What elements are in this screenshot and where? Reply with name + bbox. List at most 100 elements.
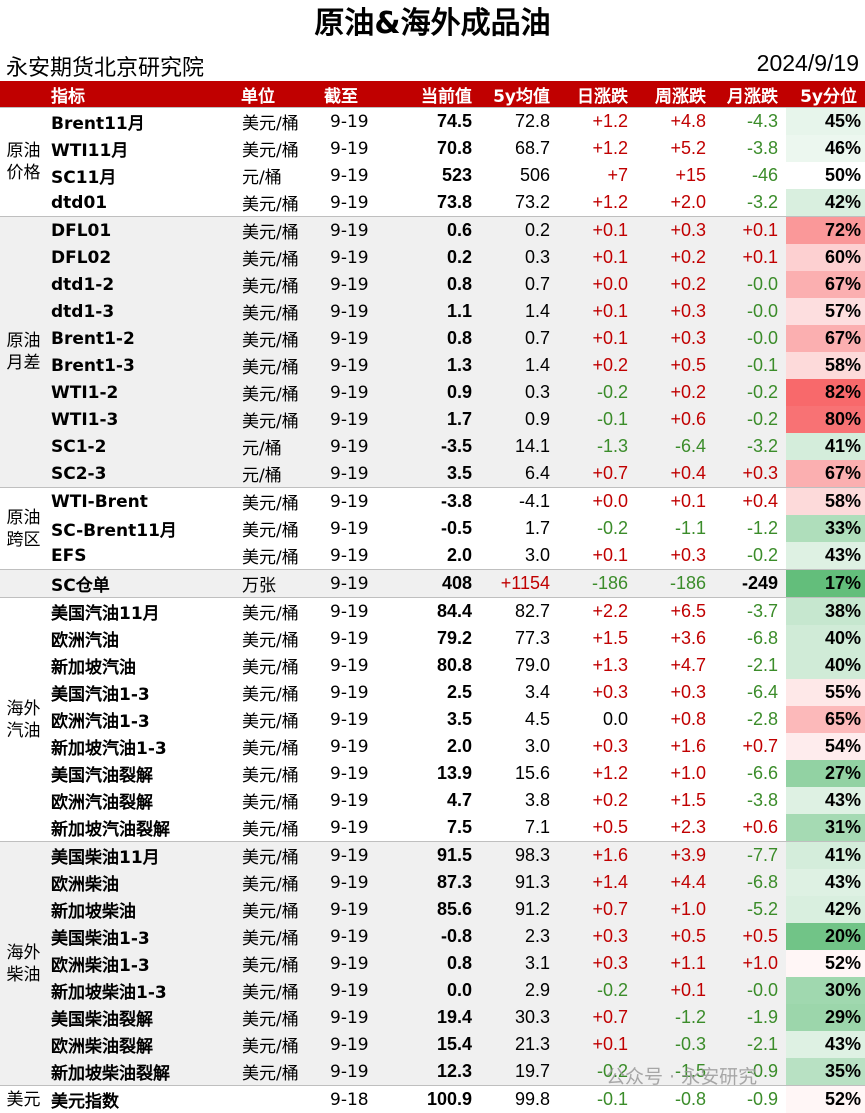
five-year-percentile: 67% bbox=[786, 325, 865, 352]
five-year-percentile: 58% bbox=[786, 487, 865, 515]
five-year-avg: 0.3 bbox=[480, 244, 558, 271]
weekly-change: +1.0 bbox=[670, 763, 706, 783]
current-value: 1.1 bbox=[388, 298, 480, 325]
indicator-name: dtd1-2 bbox=[47, 271, 237, 298]
daily-change: +0.3 bbox=[592, 736, 628, 756]
five-year-avg: 19.7 bbox=[480, 1058, 558, 1086]
daily-change: -1.3 bbox=[558, 433, 636, 460]
date-cell: 9-19 bbox=[330, 709, 369, 730]
date-cell: 9-19 bbox=[320, 271, 388, 298]
group-label: 美元 bbox=[0, 1085, 47, 1113]
weekly-change: -1.5 bbox=[636, 1058, 714, 1086]
group-label: 原油 跨区 bbox=[0, 487, 47, 570]
date-cell: 9-19 bbox=[320, 1031, 388, 1058]
table-row: DFL02 美元/桶 9-19 0.2 0.3 +0.1 +0.2 +0.1 60% bbox=[0, 244, 865, 271]
daily-change: +0.7 bbox=[558, 1004, 636, 1031]
five-year-avg: 0.2 bbox=[480, 216, 558, 244]
monthly-change: -0.9 bbox=[714, 1058, 786, 1086]
current-value: -0.8 bbox=[388, 923, 480, 950]
monthly-change: -1.9 bbox=[714, 1004, 786, 1031]
daily-change: +0.2 bbox=[558, 352, 636, 379]
five-year-avg: 6.4 bbox=[480, 460, 558, 488]
indicator-name: 新加坡柴油 bbox=[47, 896, 237, 923]
monthly-change: -0.2 bbox=[714, 379, 786, 406]
table-row: 新加坡汽油 美元/桶 9-19 80.8 79.0 +1.3 +4.7 -2.1 40% bbox=[0, 652, 865, 679]
five-year-avg: 1.7 bbox=[524, 518, 550, 538]
table-row: 原油 跨区 WTI-Brent 美元/桶 9-19 -3.8 -4.1 +0.0 +0.1 +0.… bbox=[0, 487, 865, 570]
current-value: 523 bbox=[441, 165, 472, 185]
indicator-name: 欧洲柴油裂解 bbox=[47, 1031, 237, 1058]
header-unit: 单位 bbox=[237, 81, 320, 108]
five-year-percentile: 40% bbox=[786, 652, 865, 679]
five-year-avg: 0.3 bbox=[480, 379, 558, 406]
five-year-percentile: 67% bbox=[786, 271, 865, 298]
five-year-percentile: 35% bbox=[786, 1058, 865, 1086]
unit-cell: 美元/桶 bbox=[242, 766, 299, 786]
unit-cell: 美元/桶 bbox=[237, 1058, 320, 1086]
table-row: 欧洲柴油 美元/桶 9-19 87.3 91.3 +1.4 +4.4 -6.8 43% bbox=[0, 869, 865, 896]
five-year-percentile: 57% bbox=[786, 298, 865, 325]
current-value: 79.2 bbox=[436, 628, 472, 648]
weekly-change: +4.7 bbox=[670, 655, 706, 675]
five-year-avg: 1.4 bbox=[480, 352, 558, 379]
current-value: 74.5 bbox=[388, 107, 480, 135]
date-cell: 9-19 bbox=[330, 682, 369, 703]
weekly-change: +0.1 bbox=[636, 487, 714, 515]
daily-change: +1.5 bbox=[592, 628, 628, 648]
date-cell: 9-19 bbox=[320, 107, 388, 135]
date-cell: 9-19 bbox=[320, 216, 388, 244]
five-year-percentile: 54% bbox=[786, 733, 865, 760]
indicator-name: 新加坡柴油1-3 bbox=[47, 977, 237, 1004]
header-monthly: 月涨跌 bbox=[714, 81, 786, 108]
current-value: 4.7 bbox=[446, 790, 472, 810]
weekly-change: -1.2 bbox=[636, 1004, 714, 1031]
current-value: 2.5 bbox=[446, 682, 472, 702]
table-row: 新加坡汽油1-3 美元/桶 9-19 2.0 3.0 +0.3 +1.6 +0.7 54% bbox=[0, 733, 865, 760]
unit-cell: 元/桶 bbox=[237, 433, 320, 460]
table-header-row: 指标 单位 截至 当前值 5y均值 日涨跌 周涨跌 月涨跌 5y分位 bbox=[0, 81, 865, 108]
five-year-percentile: 30% bbox=[786, 977, 865, 1004]
indicator-name: WTI11月 bbox=[51, 141, 129, 161]
five-year-avg: 99.8 bbox=[480, 1085, 558, 1113]
indicator-name: Brent1-3 bbox=[47, 352, 237, 379]
indicator-name: SC-Brent11月 bbox=[51, 521, 177, 541]
indicator-name: SC2-3 bbox=[47, 460, 237, 488]
unit-cell: 美元/桶 bbox=[237, 244, 320, 271]
unit-cell: 美元/桶 bbox=[242, 521, 299, 541]
current-value: 70.8 bbox=[436, 138, 472, 158]
five-year-avg: 72.8 bbox=[480, 107, 558, 135]
monthly-change: +0.1 bbox=[714, 244, 786, 271]
table-row: 美国柴油1-3 美元/桶 9-19 -0.8 2.3 +0.3 +0.5 +0.5 20% bbox=[0, 923, 865, 950]
date-cell: 9-19 bbox=[320, 597, 388, 625]
five-year-percentile: 41% bbox=[786, 433, 865, 460]
daily-change: +0.7 bbox=[558, 460, 636, 488]
date-cell: 9-19 bbox=[330, 165, 369, 186]
current-value: 0.8 bbox=[388, 950, 480, 977]
five-year-percentile: 72% bbox=[786, 216, 865, 244]
date-cell: 9-19 bbox=[330, 518, 369, 539]
date-cell: 9-19 bbox=[330, 545, 369, 566]
daily-change: +0.2 bbox=[592, 790, 628, 810]
indicator-name: EFS bbox=[51, 545, 87, 566]
monthly-change: -3.8 bbox=[746, 138, 778, 158]
five-year-percentile: 52% bbox=[786, 1085, 865, 1113]
table-row: 美国柴油裂解 美元/桶 9-19 19.4 30.3 +0.7 -1.2 -1.9 29% bbox=[0, 1004, 865, 1031]
indicator-name: 美国汽油裂解 bbox=[51, 766, 153, 786]
five-year-avg: 2.9 bbox=[480, 977, 558, 1004]
date-cell: 9-19 bbox=[320, 1058, 388, 1086]
five-year-avg: +1154 bbox=[480, 569, 558, 598]
table-row: 新加坡柴油1-3 美元/桶 9-19 0.0 2.9 -0.2 +0.1 -0.0 30% bbox=[0, 977, 865, 1004]
daily-change: +1.2 bbox=[558, 107, 636, 135]
five-year-percentile: 27% bbox=[786, 760, 865, 787]
daily-change: +0.1 bbox=[558, 244, 636, 271]
five-year-avg: 91.2 bbox=[480, 896, 558, 923]
unit-cell: 美元/桶 bbox=[237, 923, 320, 950]
current-value: 13.9 bbox=[436, 763, 472, 783]
table-row: WTI11月 美元/桶 9-19 70.8 68.7 +1.2 +5.2 -3.8 46% bbox=[0, 135, 865, 162]
table-row: 欧洲汽油1-3 美元/桶 9-19 3.5 4.5 0.0 +0.8 -2.8 65% bbox=[0, 706, 865, 733]
five-year-percentile: 33% bbox=[786, 515, 865, 542]
table-row: SC2-3 元/桶 9-19 3.5 6.4 +0.7 +0.4 +0.3 67% bbox=[0, 460, 865, 488]
table-row: SC1-2 元/桶 9-19 -3.5 14.1 -1.3 -6.4 -3.2 41% bbox=[0, 433, 865, 460]
unit-cell: 元/桶 bbox=[242, 168, 282, 188]
table-row: 原油 月差 DFL01 美元/桶 9-19 0.6 0.2 +0.1 +0.3 +0.1 72% bbox=[0, 216, 865, 488]
